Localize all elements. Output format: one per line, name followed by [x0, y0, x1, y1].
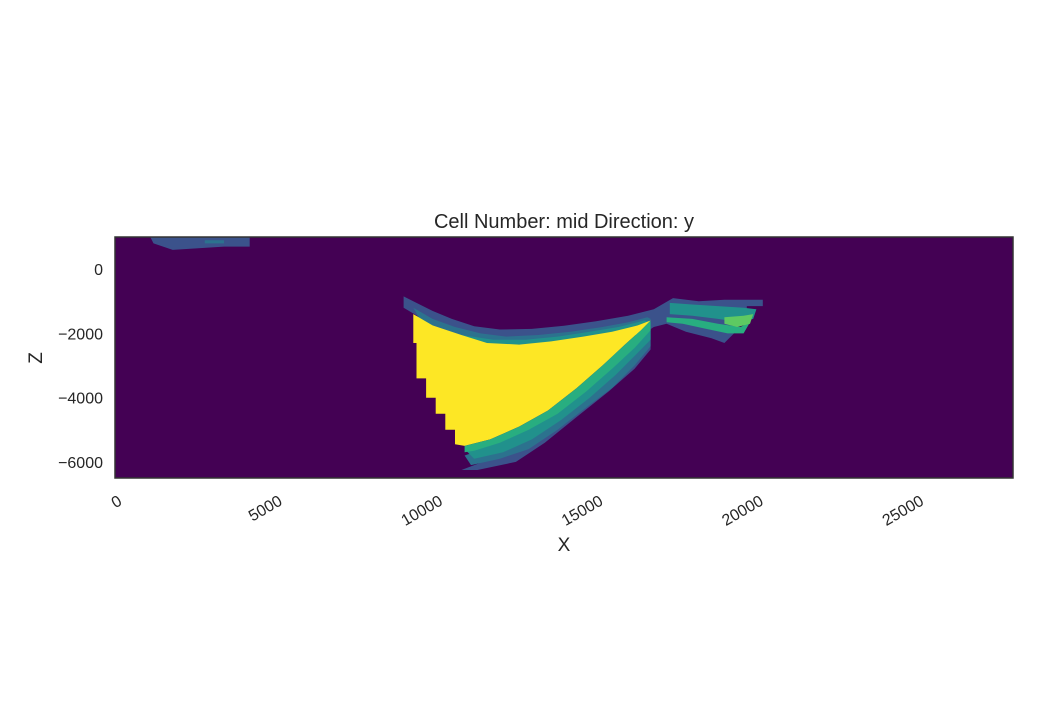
heatmap-regions: [150, 237, 763, 470]
region-right-limb-band-2: [666, 317, 750, 334]
y-tick-label: 0: [94, 262, 103, 279]
x-axis-label: X: [558, 535, 571, 556]
y-tick-label: −6000: [58, 455, 103, 472]
x-tick-label: 25000: [880, 493, 927, 530]
x-tick-label: 5000: [246, 493, 285, 526]
region-right-limb-band-3: [724, 314, 754, 327]
chart-title: Cell Number: mid Direction: y: [434, 211, 694, 233]
x-tick-label: 10000: [399, 493, 446, 530]
region-basin-fill: [413, 314, 651, 446]
x-tick-label: 15000: [559, 493, 606, 530]
x-axis-ticks: 0 5000 10000 15000 20000 25000: [109, 493, 927, 530]
y-tick-label: −2000: [58, 326, 103, 343]
region-upper-left-thin-layer: [150, 237, 250, 250]
y-tick-label: −4000: [58, 391, 103, 408]
x-tick-label: 0: [109, 493, 125, 512]
region-upper-left-thin-layer-inner: [204, 240, 224, 244]
plot-frame: [114, 236, 1014, 479]
y-axis-ticks: 0 −2000 −4000 −6000: [58, 262, 103, 472]
y-axis-label: Z: [26, 352, 47, 364]
x-tick-label: 20000: [719, 493, 766, 530]
